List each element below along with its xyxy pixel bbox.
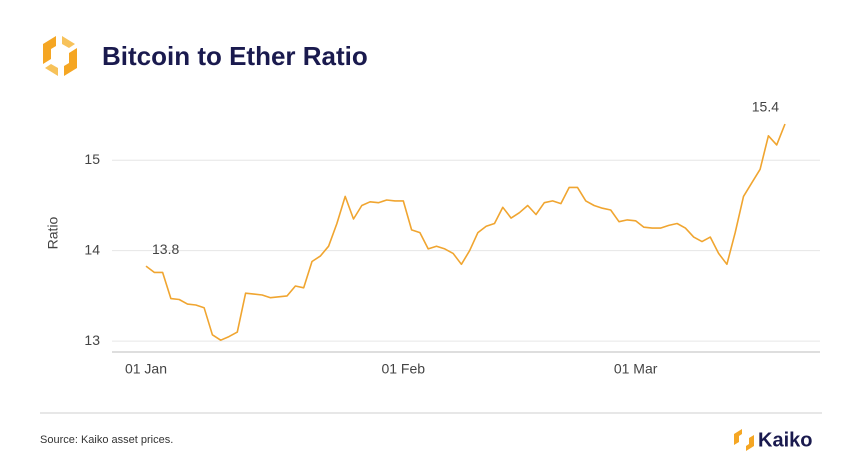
line-series [145,123,786,341]
x-tick-label: 01 Feb [381,361,425,377]
x-tick-label: 01 Mar [614,361,658,377]
y-axis-label: Ratio [45,216,61,249]
source-note: Source: Kaiko asset prices. [40,434,173,446]
brand-logo [734,429,754,451]
data-label: 15.4 [752,99,779,115]
logo-shape [734,429,742,445]
y-tick-label: 15 [84,151,100,167]
logo-shape [45,64,58,76]
logo [43,36,77,76]
x-tick-label: 01 Jan [125,361,167,377]
logo-shape [62,36,75,48]
chart-title: Bitcoin to Ether Ratio [102,41,368,71]
y-tick-label: 14 [84,241,100,257]
logo-shape [43,36,56,64]
y-tick-label: 13 [84,332,100,348]
data-label: 13.8 [152,241,179,257]
logo-shape [746,435,754,451]
logo-shape [64,48,77,76]
brand-name: Kaiko [758,429,812,451]
